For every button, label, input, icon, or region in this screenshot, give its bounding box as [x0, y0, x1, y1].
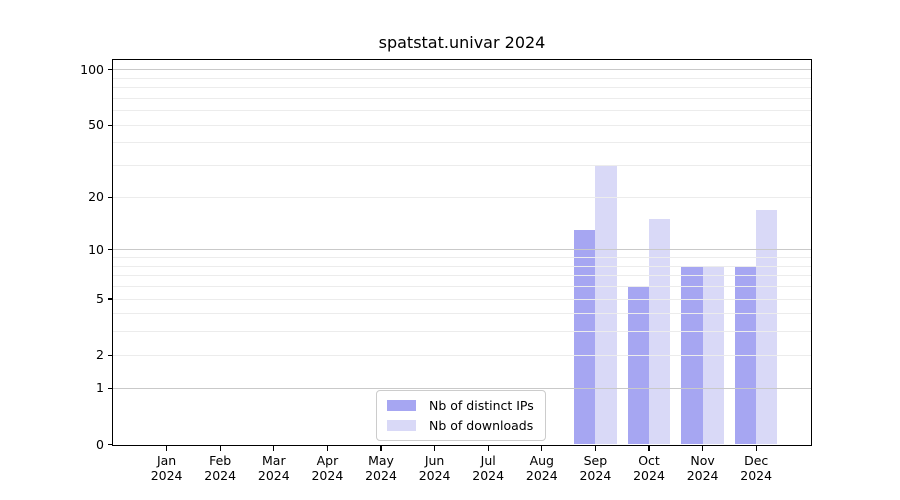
y-gridline-minor [113, 124, 811, 126]
x-tick [380, 445, 382, 451]
x-tick [166, 445, 168, 451]
legend-label-downloads: Nb of downloads [429, 418, 534, 433]
x-tick [541, 445, 543, 451]
y-gridline-minor [113, 331, 811, 333]
y-tick-label: 2 [96, 347, 104, 363]
y-gridline-minor [113, 275, 811, 277]
legend-item-distinct-ips: Nb of distinct IPs [387, 399, 534, 412]
y-gridline-minor [113, 313, 811, 315]
y-tick [107, 69, 113, 71]
y-tick-label: 20 [88, 189, 104, 205]
y-gridline-minor [113, 110, 811, 112]
y-gridline-minor [113, 265, 811, 267]
bar-distinct-ips-oct [627, 286, 649, 445]
y-gridline-minor [113, 77, 811, 79]
x-tick-label: Jan 2024 [150, 452, 183, 484]
x-tick [487, 445, 489, 451]
x-tick [219, 445, 221, 451]
legend-swatch-downloads-icon [387, 420, 416, 431]
bar-downloads-sep [595, 165, 617, 445]
x-tick-label: Jun 2024 [418, 452, 451, 484]
x-tick-label: Feb 2024 [204, 452, 237, 484]
y-tick-label: 50 [88, 117, 104, 133]
x-tick-label: Apr 2024 [311, 452, 344, 484]
legend-swatch-distinct-ips-icon [387, 400, 416, 411]
y-gridline-minor [113, 285, 811, 287]
y-tick [107, 354, 113, 356]
y-gridline-major [113, 387, 811, 389]
legend: Nb of distinct IPs Nb of downloads [376, 390, 546, 441]
y-gridline-minor [113, 196, 811, 198]
x-tick-label: Nov 2024 [686, 452, 719, 484]
y-tick [107, 249, 113, 251]
x-tick [702, 445, 704, 451]
y-tick-label: 100 [80, 61, 104, 77]
y-tick-label: 1 [96, 380, 104, 396]
y-tick-label: 10 [88, 241, 104, 257]
x-tick [434, 445, 436, 451]
x-tick-label: May 2024 [365, 452, 397, 484]
y-tick [107, 196, 113, 198]
y-gridline-minor [113, 354, 811, 356]
y-tick-label: 5 [96, 291, 104, 306]
x-tick [755, 445, 757, 451]
x-tick-label: Mar 2024 [257, 452, 290, 484]
y-gridline-minor [113, 165, 811, 167]
bar-downloads-dec [756, 209, 778, 445]
y-tick-label: 0 [96, 436, 104, 452]
x-tick [326, 445, 328, 451]
y-gridline-minor [113, 257, 811, 259]
y-tick [107, 124, 113, 126]
y-tick [107, 443, 113, 446]
y-gridline-minor [113, 298, 811, 300]
y-gridline-minor [113, 97, 811, 99]
legend-label-distinct-ips: Nb of distinct IPs [429, 398, 534, 413]
y-gridline-major [113, 69, 811, 71]
x-tick [594, 445, 596, 451]
x-tick-label: Dec 2024 [740, 452, 773, 484]
x-tick [648, 445, 650, 451]
x-tick-label: Sep 2024 [579, 452, 612, 484]
y-tick [107, 298, 113, 300]
x-tick-label: Oct 2024 [633, 452, 665, 484]
x-tick [273, 445, 275, 451]
y-gridline-minor [113, 87, 811, 89]
y-gridline-major [113, 249, 811, 251]
x-tick-label: Aug 2024 [525, 452, 558, 484]
bar-distinct-ips-sep [574, 230, 596, 445]
y-tick [107, 387, 113, 389]
chart-title: spatstat.univar 2024 [378, 33, 546, 52]
y-gridline-minor [113, 142, 811, 144]
x-tick-label: Jul 2024 [472, 452, 505, 484]
legend-item-downloads: Nb of downloads [387, 419, 534, 432]
